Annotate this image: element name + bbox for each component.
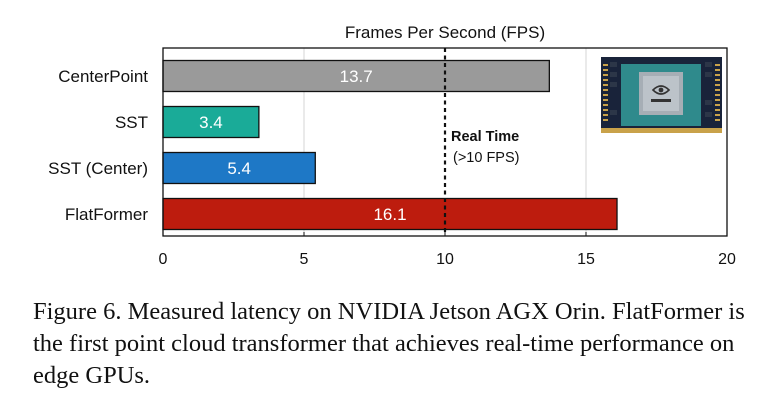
x-axis-ticks: 0 5 10 15 20	[159, 232, 736, 268]
real-time-sublabel: (>10 FPS)	[453, 150, 519, 166]
bar-value-label: 16.1	[373, 205, 406, 224]
x-tick-label: 10	[436, 251, 454, 268]
bar-value-label: 3.4	[199, 113, 223, 132]
real-time-label: Real Time	[451, 129, 519, 145]
x-tick-label: 20	[718, 251, 736, 268]
x-tick-label: 0	[159, 251, 168, 268]
category-label: SST (Center)	[48, 159, 148, 178]
category-label: FlatFormer	[65, 205, 148, 224]
bar-sst	[162, 105, 260, 139]
fps-bar-chart: Frames Per Second (FPS) 13.7 CenterPoint 3…	[48, 23, 736, 268]
chart-title: Frames Per Second (FPS)	[345, 23, 545, 42]
x-tick-label: 15	[577, 251, 595, 268]
category-label: CenterPoint	[58, 67, 148, 86]
bars: 13.7 CenterPoint 3.4 SST 5.4 SST (Center) 16.1…	[48, 59, 618, 231]
nvidia-jetson-board-image	[601, 57, 722, 133]
category-label: SST	[115, 113, 148, 132]
bar-value-label: 5.4	[227, 159, 251, 178]
bar-value-label: 13.7	[340, 67, 373, 86]
x-tick-label: 5	[300, 251, 309, 268]
figure-caption: Figure 6. Measured latency on NVIDIA Jet…	[33, 298, 745, 389]
